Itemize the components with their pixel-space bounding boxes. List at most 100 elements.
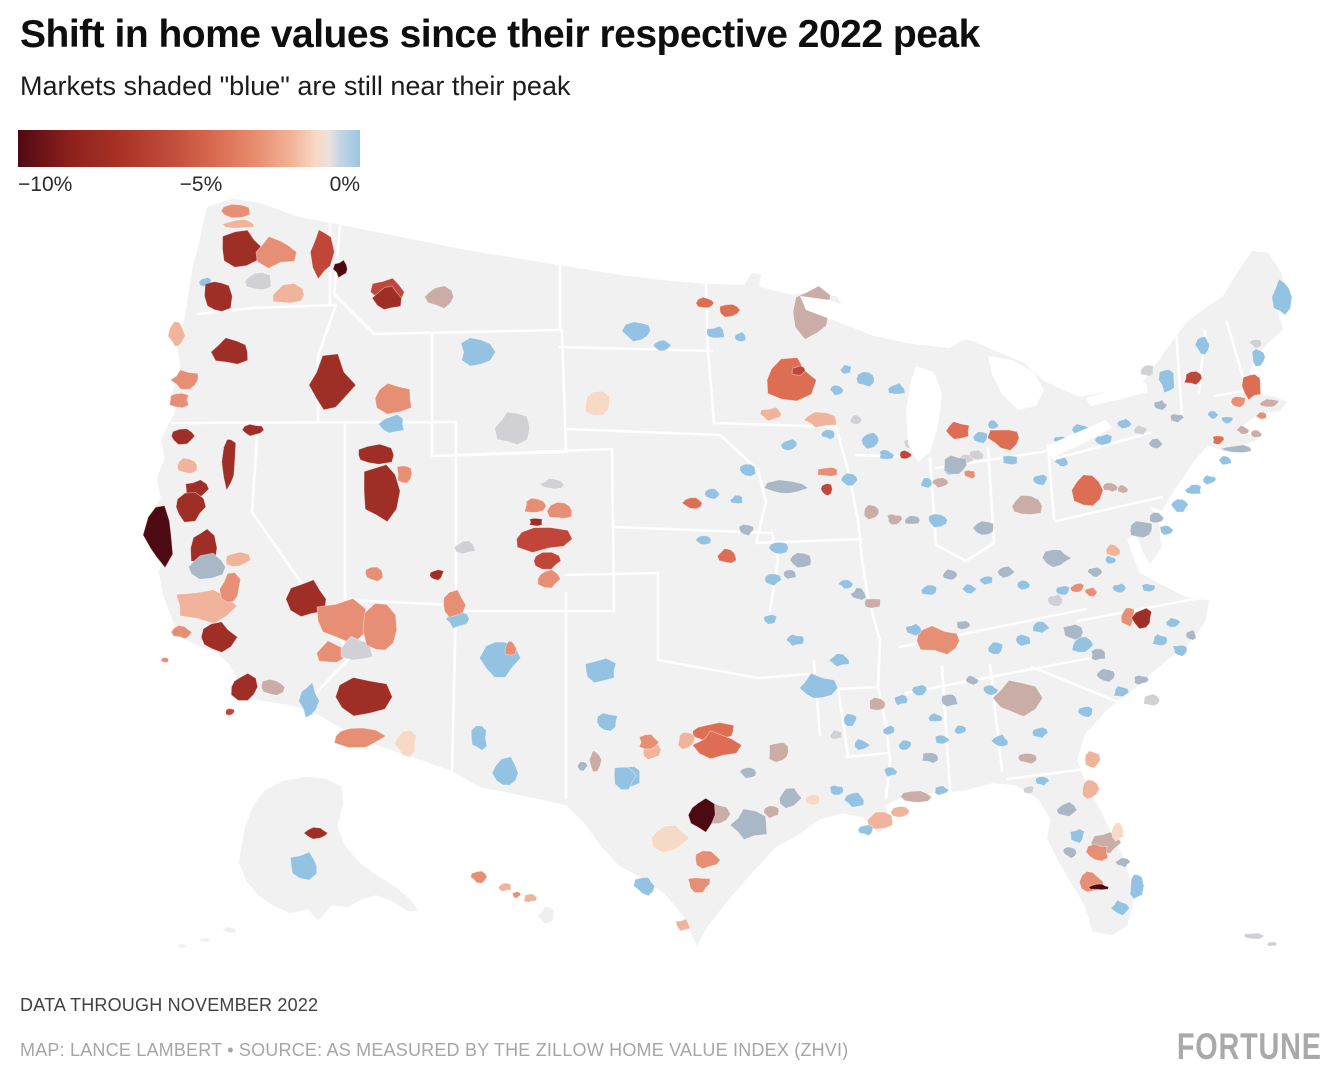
metro-region xyxy=(160,656,170,664)
metro-region xyxy=(1088,883,1110,891)
metro-region xyxy=(1185,629,1197,641)
metro-region xyxy=(1266,941,1278,947)
metro-region xyxy=(854,738,872,751)
metro-region xyxy=(289,851,318,881)
metro-region xyxy=(863,504,880,521)
metro-region xyxy=(222,229,265,268)
metro-region xyxy=(1041,549,1073,568)
alaska-outline xyxy=(237,775,422,924)
metro-region xyxy=(621,321,651,342)
metro-region xyxy=(638,733,660,750)
metro-region xyxy=(1001,455,1018,466)
metro-region xyxy=(1069,828,1085,844)
metro-region xyxy=(362,602,398,651)
metro-region xyxy=(1241,373,1262,401)
metro-region xyxy=(963,469,976,480)
metro-region xyxy=(220,926,238,934)
metro-region xyxy=(1053,456,1069,468)
metro-region xyxy=(585,390,611,417)
metro-region xyxy=(1093,433,1113,446)
metro-region xyxy=(837,579,854,590)
metro-region xyxy=(1129,520,1153,539)
metro-region xyxy=(1071,474,1104,507)
fortune-logo: FORTUNE xyxy=(1177,1026,1322,1067)
metro-region xyxy=(855,371,875,388)
metro-region xyxy=(363,464,401,523)
metro-region xyxy=(894,693,909,706)
metro-region xyxy=(177,943,187,949)
metro-region xyxy=(652,339,673,352)
metro-region xyxy=(200,621,239,653)
metro-region xyxy=(884,766,899,778)
metro-region xyxy=(965,675,980,686)
metro-region xyxy=(882,725,896,736)
metro-region xyxy=(650,824,691,854)
metro-region xyxy=(1084,586,1098,598)
metro-region xyxy=(816,466,839,477)
metro-region xyxy=(1251,348,1266,367)
metro-region xyxy=(1082,779,1101,800)
metro-region xyxy=(309,229,335,280)
metro-region xyxy=(978,575,994,586)
metro-region xyxy=(1172,644,1188,657)
legend-labels: −10% −5% 0% xyxy=(18,173,360,197)
metro-patches xyxy=(142,203,1293,949)
metro-region xyxy=(1011,494,1043,515)
metro-region xyxy=(210,337,249,365)
metro-region xyxy=(497,882,512,892)
metro-region xyxy=(860,432,880,450)
metro-region xyxy=(687,797,716,833)
metro-region xyxy=(546,501,573,519)
metro-region xyxy=(734,331,747,343)
metro-region xyxy=(221,438,237,492)
great-lakes xyxy=(800,296,1148,462)
metro-region xyxy=(839,364,852,375)
metro-region xyxy=(953,724,967,735)
metro-region xyxy=(1170,498,1189,513)
metro-region xyxy=(934,734,951,745)
metro-region xyxy=(1016,579,1031,591)
metro-region xyxy=(778,787,803,809)
metro-region xyxy=(785,633,805,647)
metro-region xyxy=(244,272,272,291)
metro-region xyxy=(927,513,948,528)
metro-region xyxy=(1271,278,1293,316)
metro-region xyxy=(1084,750,1101,769)
metro-region xyxy=(396,465,413,484)
metro-region xyxy=(596,712,619,732)
metro-region xyxy=(927,712,944,723)
metro-region xyxy=(1235,425,1250,435)
metro-region xyxy=(523,893,538,903)
metro-region xyxy=(969,449,985,461)
metro-region xyxy=(804,794,821,806)
metro-region xyxy=(1133,424,1148,436)
metro-region xyxy=(1212,435,1225,445)
metro-region xyxy=(828,653,850,668)
metro-region xyxy=(225,551,252,567)
metro-region xyxy=(739,767,757,779)
metro-region xyxy=(225,708,235,716)
metro-region xyxy=(739,463,757,477)
chart-header: Shift in home values since their respect… xyxy=(20,13,1320,102)
metro-region xyxy=(1104,555,1117,565)
metro-region xyxy=(504,640,518,656)
metro-region xyxy=(849,414,863,425)
metro-region xyxy=(829,384,844,397)
metro-region xyxy=(167,321,186,347)
metro-region xyxy=(766,357,817,402)
metro-region xyxy=(843,713,858,727)
metro-region xyxy=(537,906,555,924)
metro-region xyxy=(843,792,865,808)
metro-region xyxy=(1153,399,1168,411)
metro-region xyxy=(1243,932,1266,940)
metro-region xyxy=(333,727,387,748)
metro-region xyxy=(864,598,881,609)
metro-region xyxy=(890,806,911,818)
metro-region xyxy=(1130,607,1153,630)
metro-region xyxy=(1102,482,1119,493)
metro-region xyxy=(169,369,199,390)
metro-region xyxy=(1069,582,1085,593)
metro-region xyxy=(470,725,488,752)
metro-region xyxy=(613,766,637,791)
